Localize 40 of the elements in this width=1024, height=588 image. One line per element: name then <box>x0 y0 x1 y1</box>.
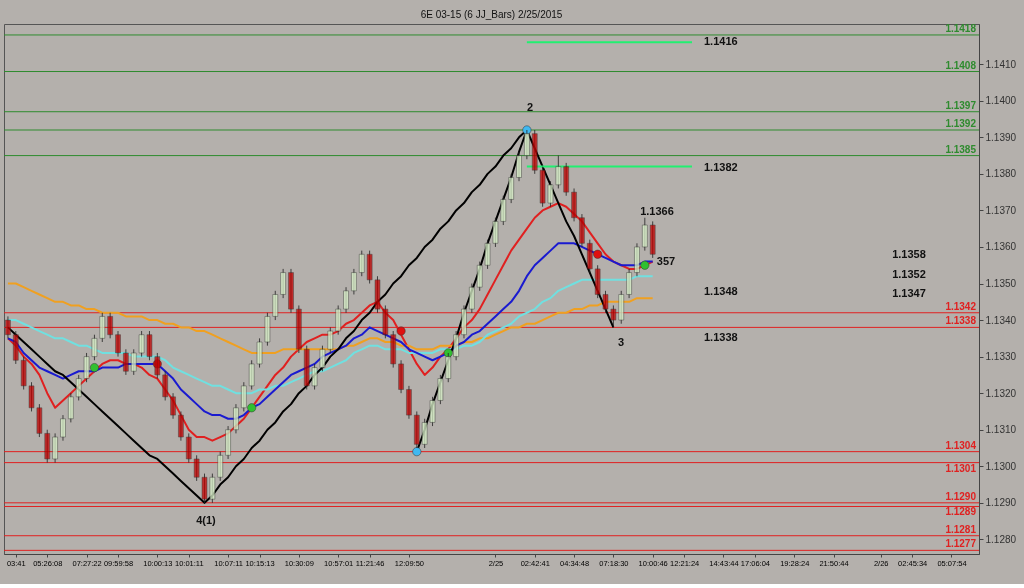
annotation: 2 <box>526 101 534 113</box>
annotation: 1.1352 <box>892 268 926 280</box>
y-tick-label: 1.1290 <box>985 497 1017 509</box>
y-tick-label: 1.1380 <box>985 168 1017 180</box>
y-tick-label: 1.1310 <box>985 424 1017 436</box>
ref-line-label: 1.1277 <box>945 538 977 550</box>
ref-line-label: 1.1301 <box>945 462 977 474</box>
annotation: 1.1347 <box>892 287 926 299</box>
y-tick-label: 1.1300 <box>985 460 1017 472</box>
y-tick-label: 1.1350 <box>985 278 1017 290</box>
y-tick-label: 1.1410 <box>985 58 1017 70</box>
annotation: 1.1366 <box>640 205 674 217</box>
y-tick-label: 1.1280 <box>985 533 1017 545</box>
ref-line-label: 1.1342 <box>945 300 977 312</box>
y-tick-label: 1.1360 <box>985 241 1017 253</box>
y-tick-label: 1.1330 <box>985 351 1017 363</box>
ref-line-label: 1.1408 <box>945 59 977 71</box>
annotation: 1.1416 <box>704 35 738 47</box>
annotation: 3 <box>617 336 625 348</box>
y-tick-label: 1.1340 <box>985 314 1017 326</box>
ref-line-label: 1.1281 <box>945 523 977 535</box>
ref-line-label: 1.1304 <box>945 439 977 451</box>
ref-line-label: 1.1289 <box>945 506 977 518</box>
chart-title: 6E 03-15 (6 JJ_Bars) 2/25/2015 <box>420 8 563 20</box>
annotation: 1.1382 <box>704 161 738 173</box>
ref-line-label: 1.1385 <box>945 143 977 155</box>
ref-line-label: 1.1397 <box>945 99 977 111</box>
annotation: 4(1) <box>196 514 217 526</box>
ref-line-label: 1.1392 <box>945 118 977 129</box>
annotation: 1.1348 <box>704 285 738 297</box>
ref-line-label: 1.1290 <box>945 490 977 502</box>
y-tick-label: 1.1390 <box>985 131 1017 143</box>
annotation: 357 <box>656 255 676 267</box>
ref-line-label: 1.1418 <box>945 22 977 34</box>
annotation: 1.1338 <box>704 331 738 343</box>
y-tick-label: 1.1400 <box>985 95 1017 107</box>
y-tick-label: 1.1320 <box>985 387 1017 399</box>
ref-line-label: 1.1338 <box>945 315 977 327</box>
y-tick-label: 1.1370 <box>985 204 1017 216</box>
annotation: 1.1358 <box>892 248 926 260</box>
